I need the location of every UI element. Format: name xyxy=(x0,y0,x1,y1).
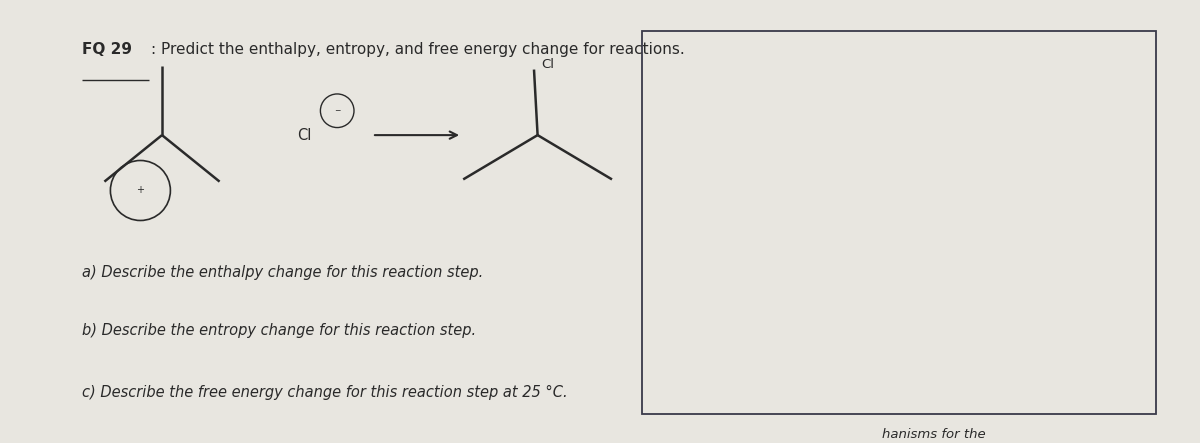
Text: Cl: Cl xyxy=(298,128,312,143)
Text: c) Describe the free energy change for this reaction step at 25 °C.: c) Describe the free energy change for t… xyxy=(82,385,568,400)
Text: −: − xyxy=(334,106,341,115)
Bar xyxy=(642,31,1156,414)
Text: +: + xyxy=(137,186,144,195)
Text: : Predict the enthalpy, entropy, and free energy change for reactions.: : Predict the enthalpy, entropy, and fre… xyxy=(151,42,685,57)
Text: Cl: Cl xyxy=(541,58,554,71)
Text: FQ 29: FQ 29 xyxy=(82,42,132,57)
Text: b) Describe the entropy change for this reaction step.: b) Describe the entropy change for this … xyxy=(82,323,475,338)
Text: a) Describe the enthalpy change for this reaction step.: a) Describe the enthalpy change for this… xyxy=(82,265,482,280)
Text: hanisms for the: hanisms for the xyxy=(882,428,985,441)
